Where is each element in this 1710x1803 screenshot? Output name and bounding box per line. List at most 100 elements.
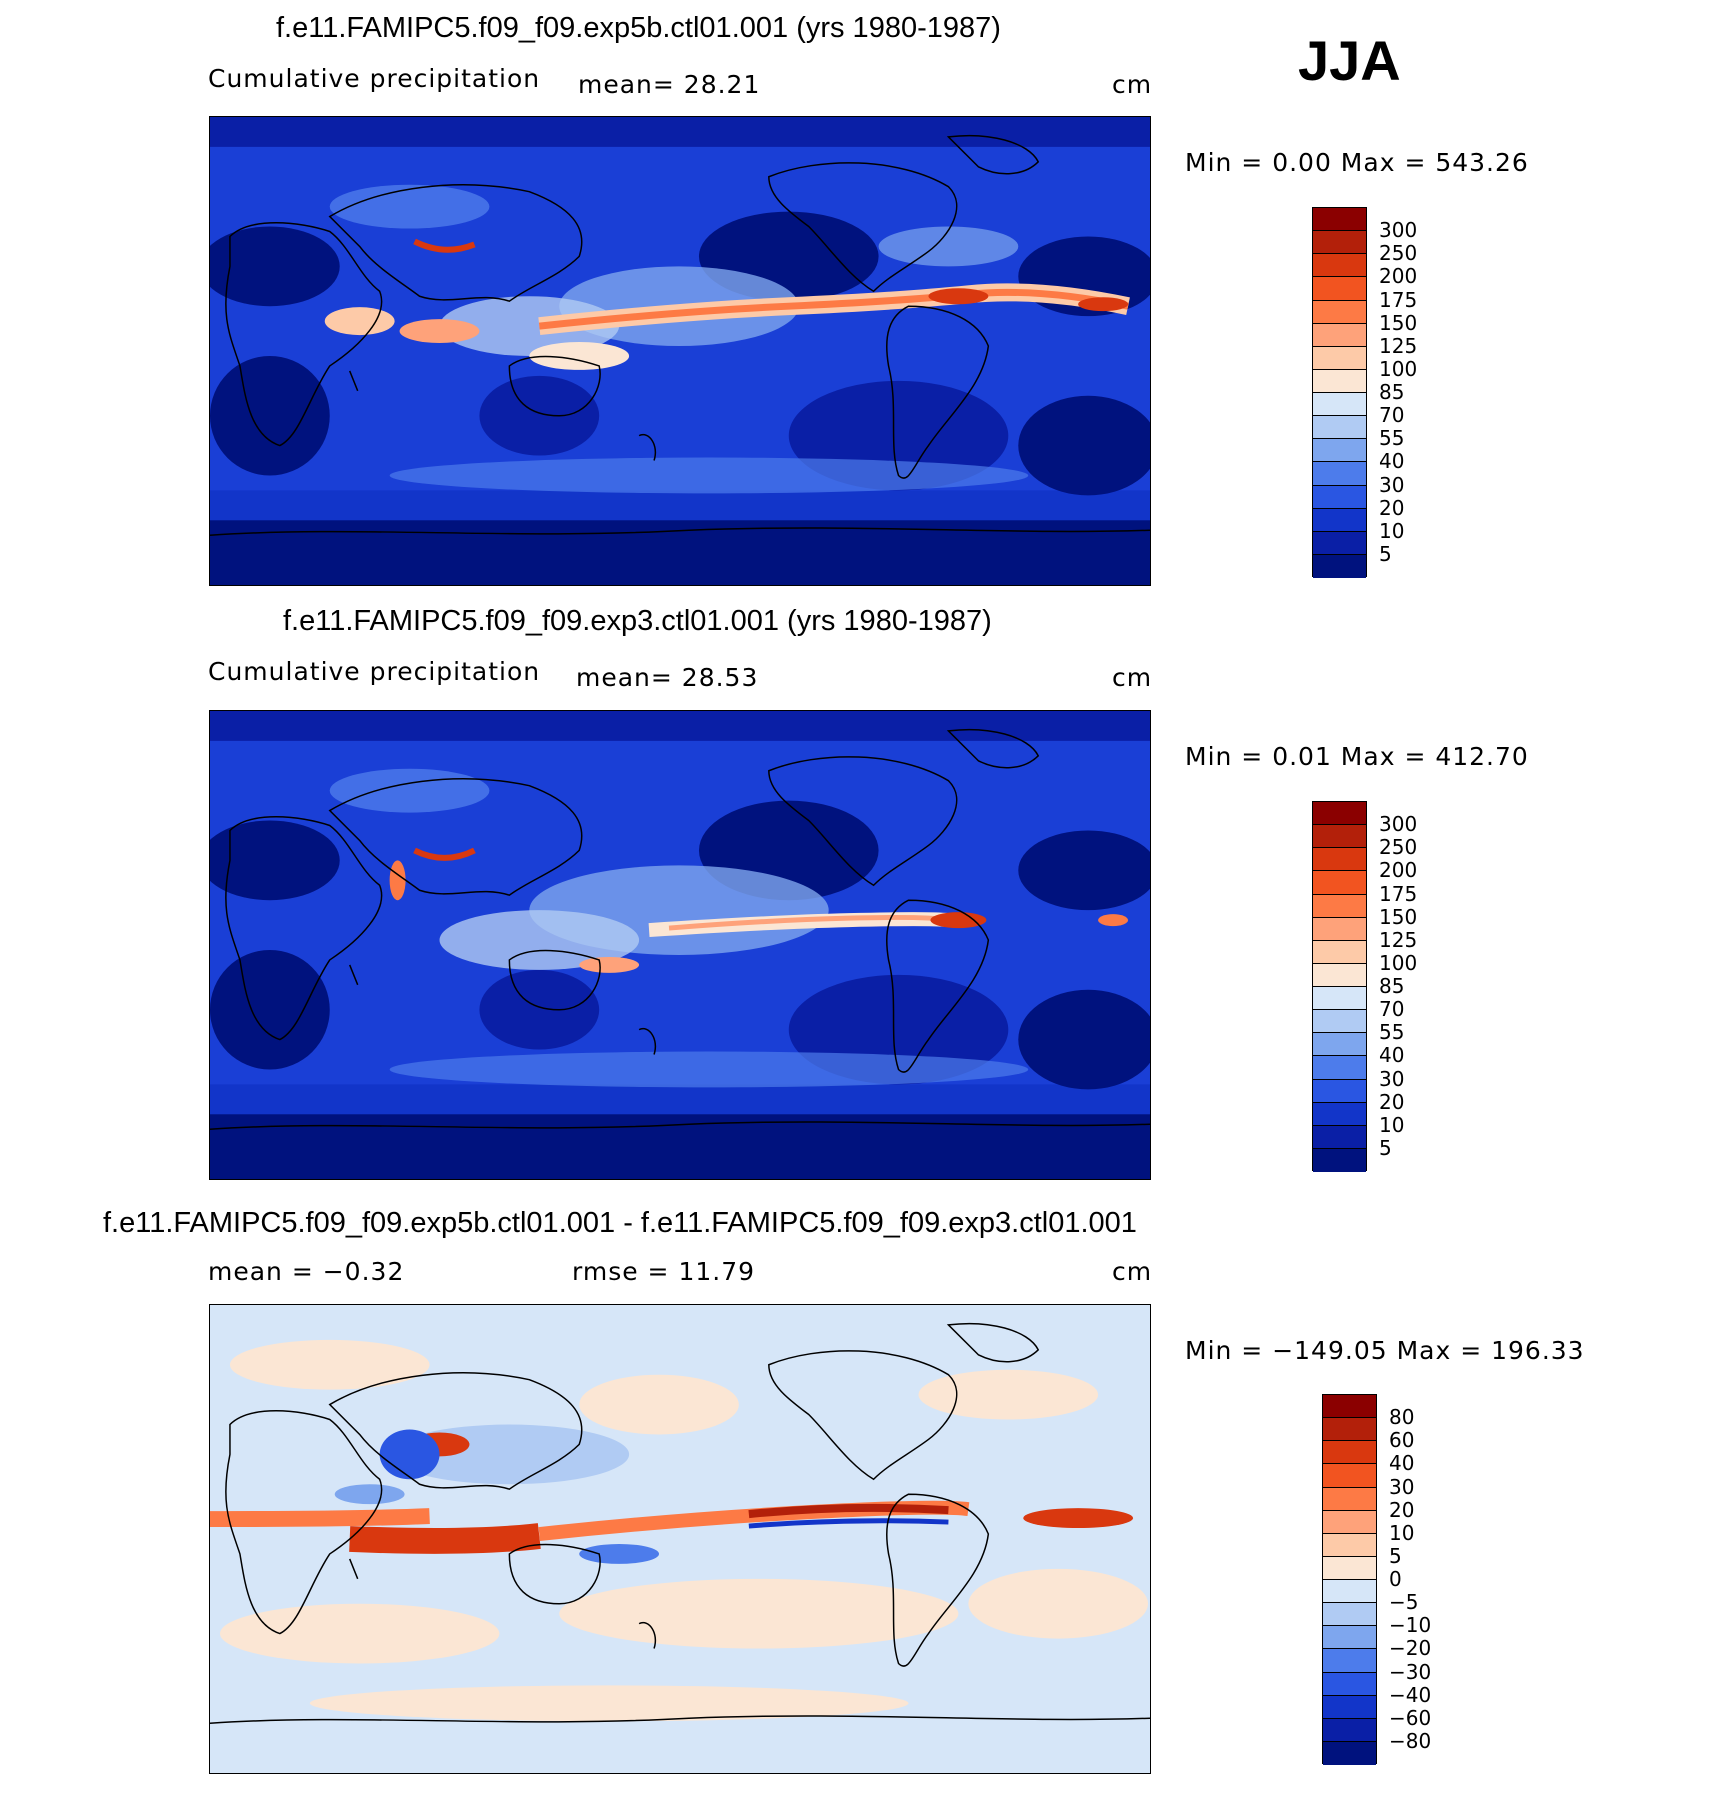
colorbar-tick-label: 40 bbox=[1389, 1451, 1415, 1476]
colorbar-tick-label: 60 bbox=[1389, 1428, 1415, 1453]
colorbar-segment bbox=[1313, 848, 1366, 872]
colorbar-segment bbox=[1313, 254, 1366, 278]
colorbar-tick-label: 40 bbox=[1379, 1043, 1405, 1068]
panel-2-mean: mean= 28.53 bbox=[576, 663, 759, 692]
colorbar-segment bbox=[1313, 871, 1366, 895]
colorbar-segment bbox=[1313, 1010, 1366, 1034]
colorbar-tick-label: 40 bbox=[1379, 449, 1405, 474]
colorbar-segment bbox=[1313, 554, 1366, 578]
panel-3-title: f.e11.FAMIPC5.f09_f09.exp5b.ctl01.001 - … bbox=[103, 1207, 1137, 1239]
colorbar-tick-label: −10 bbox=[1389, 1613, 1432, 1638]
colorbar-tick-label: −30 bbox=[1389, 1659, 1432, 1684]
colorbar-tick-label: 10 bbox=[1379, 1112, 1405, 1137]
colorbar-segment bbox=[1313, 439, 1366, 463]
colorbar-tick-label: 300 bbox=[1379, 812, 1418, 837]
colorbar-segment bbox=[1313, 531, 1366, 555]
colorbar-segment bbox=[1313, 1102, 1366, 1126]
colorbar-segment bbox=[1313, 1125, 1366, 1149]
panel-2-title: f.e11.FAMIPC5.f09_f09.exp3.ctl01.001 (yr… bbox=[283, 605, 992, 637]
colorbar-segment bbox=[1323, 1395, 1376, 1419]
colorbar-tick-label: 125 bbox=[1379, 333, 1418, 358]
colorbar-tick-label: 10 bbox=[1389, 1520, 1415, 1545]
colorbar-tick-label: 55 bbox=[1379, 1020, 1405, 1045]
colorbar-tick-label: 100 bbox=[1379, 950, 1418, 975]
colorbar-segment bbox=[1313, 917, 1366, 941]
panel-1-variable: Cumulative precipitation bbox=[208, 64, 541, 93]
colorbar-tick-label: 10 bbox=[1379, 518, 1405, 543]
colorbar-segment bbox=[1313, 1033, 1366, 1057]
colorbar-tick-label: −20 bbox=[1389, 1636, 1432, 1661]
colorbar-tick-label: 200 bbox=[1379, 858, 1418, 883]
colorbar-segment bbox=[1313, 485, 1366, 509]
colorbar-tick-label: 150 bbox=[1379, 904, 1418, 929]
colorbar-segment bbox=[1313, 963, 1366, 987]
panel-2-variable: Cumulative precipitation bbox=[208, 657, 541, 686]
colorbar-segment bbox=[1313, 231, 1366, 255]
colorbar-segment bbox=[1323, 1718, 1376, 1742]
colorbar-tick-label: 80 bbox=[1389, 1405, 1415, 1430]
panel-3-minmax: Min = −149.05 Max = 196.33 bbox=[1185, 1336, 1585, 1365]
colorbar-tick-label: 250 bbox=[1379, 241, 1418, 266]
colorbar-segment bbox=[1313, 987, 1366, 1011]
colorbar-segment bbox=[1313, 802, 1366, 826]
colorbar-tick-label: 300 bbox=[1379, 218, 1418, 243]
panel-1-mean: mean= 28.21 bbox=[578, 70, 761, 99]
colorbar-tick-label: 30 bbox=[1379, 1066, 1405, 1091]
colorbar-tick-label: 85 bbox=[1379, 380, 1405, 404]
colorbar-segment bbox=[1323, 1603, 1376, 1627]
colorbar-segment bbox=[1313, 894, 1366, 918]
colorbar-tick-label: −5 bbox=[1389, 1590, 1419, 1615]
colorbar-segment bbox=[1313, 416, 1366, 440]
colorbar-segment bbox=[1323, 1649, 1376, 1673]
panel-2-units: cm bbox=[1112, 663, 1153, 692]
panel-1-colorbar bbox=[1312, 207, 1367, 578]
panel-2-map-svg bbox=[210, 711, 1150, 1179]
colorbar-tick-label: 55 bbox=[1379, 426, 1405, 451]
colorbar-tick-label: 70 bbox=[1379, 403, 1405, 428]
colorbar-tick-label: 175 bbox=[1379, 287, 1418, 312]
colorbar-segment bbox=[1313, 1148, 1366, 1172]
colorbar-segment bbox=[1323, 1580, 1376, 1604]
colorbar-tick-label: 20 bbox=[1389, 1497, 1415, 1522]
colorbar-tick-label: 150 bbox=[1379, 310, 1418, 335]
colorbar-tick-label: −60 bbox=[1389, 1705, 1432, 1730]
colorbar-segment bbox=[1323, 1556, 1376, 1580]
panel-3-mean: mean = −0.32 bbox=[208, 1257, 405, 1286]
panel-1-units: cm bbox=[1112, 70, 1153, 99]
colorbar-segment bbox=[1323, 1741, 1376, 1765]
season-label: JJA bbox=[1298, 29, 1401, 92]
panel-3-colorbar bbox=[1322, 1394, 1377, 1765]
colorbar-tick-label: 30 bbox=[1379, 472, 1405, 497]
colorbar-tick-label: 5 bbox=[1379, 541, 1392, 566]
panel-1-map bbox=[209, 116, 1151, 586]
colorbar-tick-label: 5 bbox=[1379, 1135, 1392, 1160]
colorbar-tick-label: 20 bbox=[1379, 1089, 1405, 1114]
colorbar-tick-label: 200 bbox=[1379, 264, 1418, 289]
colorbar-tick-label: 0 bbox=[1389, 1567, 1402, 1591]
colorbar-segment bbox=[1313, 346, 1366, 370]
colorbar-segment bbox=[1313, 1056, 1366, 1080]
colorbar-segment bbox=[1313, 1079, 1366, 1103]
panel-2-map bbox=[209, 710, 1151, 1180]
colorbar-segment bbox=[1323, 1441, 1376, 1465]
colorbar-tick-label: 30 bbox=[1389, 1474, 1415, 1499]
panel-3-map-svg bbox=[210, 1305, 1150, 1773]
colorbar-segment bbox=[1323, 1626, 1376, 1650]
colorbar-tick-label: 70 bbox=[1379, 997, 1405, 1022]
panel-3-units: cm bbox=[1112, 1257, 1153, 1286]
colorbar-segment bbox=[1313, 508, 1366, 532]
colorbar-segment bbox=[1323, 1464, 1376, 1488]
colorbar-segment bbox=[1323, 1510, 1376, 1534]
colorbar-segment bbox=[1313, 940, 1366, 964]
colorbar-segment bbox=[1323, 1533, 1376, 1557]
colorbar-segment bbox=[1313, 300, 1366, 324]
panel-2-minmax: Min = 0.01 Max = 412.70 bbox=[1185, 742, 1529, 771]
panel-1-minmax: Min = 0.00 Max = 543.26 bbox=[1185, 148, 1529, 177]
colorbar-tick-label: −40 bbox=[1389, 1682, 1432, 1707]
colorbar-segment bbox=[1323, 1418, 1376, 1442]
colorbar-segment bbox=[1323, 1487, 1376, 1511]
panel-1-title: f.e11.FAMIPC5.f09_f09.exp5b.ctl01.001 (y… bbox=[276, 12, 1001, 44]
panel-3-map bbox=[209, 1304, 1151, 1774]
colorbar-segment bbox=[1313, 393, 1366, 417]
colorbar-tick-label: 100 bbox=[1379, 356, 1418, 381]
